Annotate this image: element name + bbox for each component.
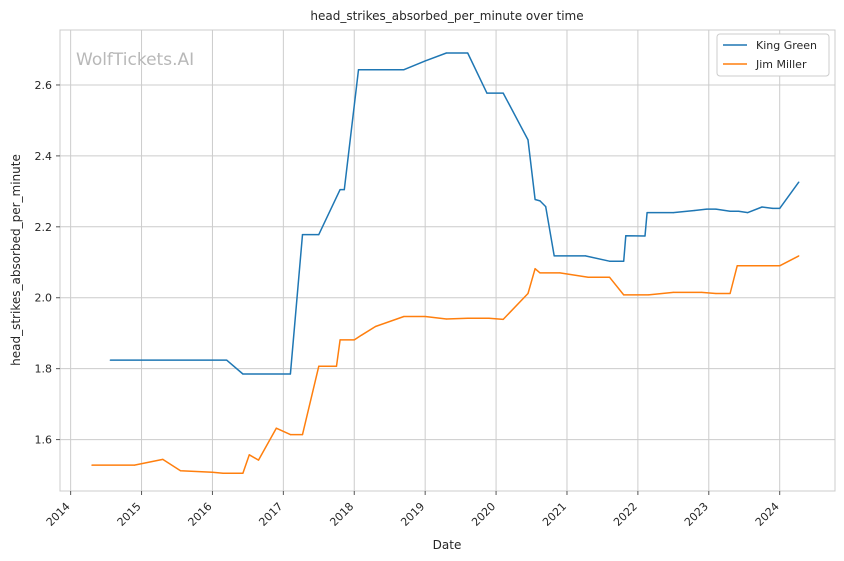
data-point-jim-miller xyxy=(289,434,291,436)
data-point-king-green xyxy=(424,60,426,62)
data-point-jim-miller xyxy=(318,365,320,367)
data-point-jim-miller xyxy=(424,315,426,318)
data-point-jim-miller xyxy=(248,454,250,456)
data-point-jim-miller xyxy=(257,459,260,461)
data-point-king-green xyxy=(706,208,708,210)
data-point-king-green xyxy=(644,235,646,237)
data-point-jim-miller xyxy=(467,317,469,319)
data-point-jim-miller xyxy=(179,470,182,472)
data-point-king-green xyxy=(445,52,447,54)
data-point-king-green xyxy=(729,210,731,212)
data-point-jim-miller xyxy=(527,292,529,295)
data-point-jim-miller xyxy=(502,318,504,320)
data-point-king-green xyxy=(608,260,611,262)
data-point-jim-miller xyxy=(360,334,362,336)
data-point-jim-miller xyxy=(772,265,774,267)
data-point-king-green xyxy=(403,69,405,71)
y-tick-label: 1.8 xyxy=(35,363,53,376)
data-point-jim-miller xyxy=(736,265,738,267)
series-layer xyxy=(91,52,800,475)
data-point-jim-miller xyxy=(374,325,377,328)
data-point-jim-miller xyxy=(647,294,650,296)
data-point-jim-miller xyxy=(672,291,674,293)
data-point-jim-miller xyxy=(339,339,341,341)
data-point-jim-miller xyxy=(729,292,731,295)
data-point-king-green xyxy=(623,260,625,262)
data-point-king-green xyxy=(761,206,763,208)
data-point-jim-miller xyxy=(301,434,304,436)
data-point-jim-miller xyxy=(242,472,244,474)
data-point-king-green xyxy=(672,212,674,214)
data-point-king-green xyxy=(318,234,320,236)
data-point-king-green xyxy=(534,198,536,201)
data-point-king-green xyxy=(584,255,587,257)
legend-label-jim-miller: Jim Miller xyxy=(755,58,807,71)
data-point-jim-miller xyxy=(559,272,561,274)
data-point-jim-miller xyxy=(211,471,213,473)
data-point-king-green xyxy=(779,207,781,209)
data-point-king-green xyxy=(486,92,488,94)
y-tick-label: 2.6 xyxy=(35,79,53,92)
data-point-jim-miller xyxy=(798,255,800,257)
grid xyxy=(60,30,835,491)
data-point-jim-miller xyxy=(587,276,589,278)
data-point-king-green xyxy=(694,209,696,212)
data-point-king-green xyxy=(545,206,547,208)
y-tick-label: 2.4 xyxy=(35,150,53,163)
data-point-jim-miller xyxy=(222,472,224,474)
data-point-jim-miller xyxy=(488,317,490,319)
x-axis-title: Date xyxy=(433,538,462,552)
data-point-king-green xyxy=(798,181,800,183)
data-point-king-green xyxy=(289,373,291,375)
data-point-jim-miller xyxy=(335,365,338,367)
y-axis-ticks: 1.6 1.8 2.0 2.2 2.4 2.6 xyxy=(35,79,60,447)
data-point-jim-miller xyxy=(275,427,277,429)
data-point-king-green xyxy=(539,200,541,202)
data-point-king-green xyxy=(527,139,529,141)
y-axis-title: head_strikes_absorbed_per_minute xyxy=(9,154,23,366)
data-point-jim-miller xyxy=(701,291,703,293)
data-point-king-green xyxy=(467,52,469,54)
data-point-king-green xyxy=(646,212,648,214)
data-point-king-green xyxy=(738,210,740,212)
y-tick-label: 1.6 xyxy=(35,434,53,447)
data-point-jim-miller xyxy=(445,318,447,320)
y-tick-label: 2.0 xyxy=(35,292,53,305)
data-point-jim-miller xyxy=(133,464,136,466)
legend: King Green Jim Miller xyxy=(716,33,830,77)
data-point-jim-miller xyxy=(715,292,717,295)
data-point-jim-miller xyxy=(779,265,781,267)
data-point-king-green xyxy=(301,234,304,236)
data-point-king-green xyxy=(242,373,244,375)
data-point-jim-miller xyxy=(162,458,164,460)
watermark: WolfTickets.AI xyxy=(76,50,194,70)
data-point-king-green xyxy=(357,69,360,71)
series-line-jim-miller xyxy=(91,255,800,475)
data-point-king-green xyxy=(625,235,627,237)
data-point-king-green xyxy=(339,189,341,191)
data-point-king-green xyxy=(109,359,111,361)
data-point-king-green xyxy=(226,359,228,361)
data-point-king-green xyxy=(502,92,504,94)
data-point-king-green xyxy=(772,207,774,209)
plot-area-frame xyxy=(59,29,836,492)
data-point-jim-miller xyxy=(608,276,611,278)
data-point-jim-miller xyxy=(539,272,541,274)
data-point-jim-miller xyxy=(91,464,93,466)
data-point-jim-miller xyxy=(403,315,405,318)
data-point-king-green xyxy=(715,208,717,210)
data-point-jim-miller xyxy=(534,268,536,270)
data-point-king-green xyxy=(553,255,555,257)
data-point-king-green xyxy=(747,212,749,214)
chart-title: head_strikes_absorbed_per_minute over ti… xyxy=(310,9,583,23)
legend-label-king-green: King Green xyxy=(756,39,817,52)
data-point-jim-miller xyxy=(623,294,625,296)
data-point-king-green xyxy=(343,189,345,191)
data-point-jim-miller xyxy=(353,339,355,341)
y-tick-label: 2.2 xyxy=(35,221,53,234)
